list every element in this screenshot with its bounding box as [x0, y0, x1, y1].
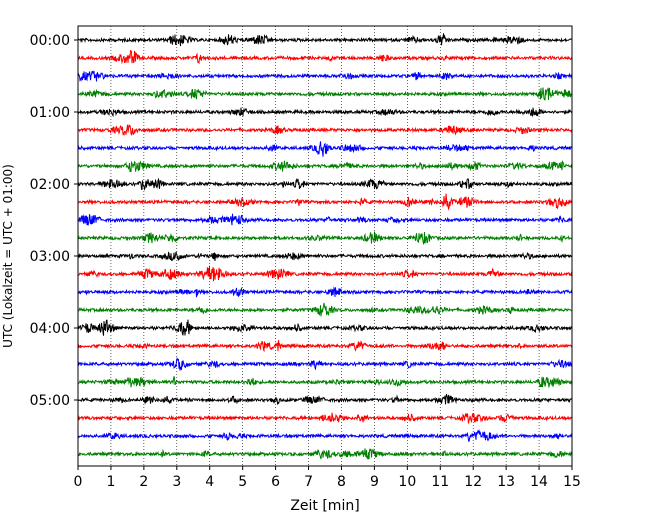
trace-line [77, 193, 573, 211]
trace-line [77, 302, 573, 317]
trace-line [77, 251, 573, 262]
x-axis-label: Zeit [min] [290, 498, 359, 514]
trace-line [77, 286, 573, 298]
trace-line [77, 429, 573, 442]
x-tick-label: 6 [271, 474, 280, 490]
trace-line [77, 319, 573, 336]
trace-line [77, 412, 573, 424]
trace-line [77, 177, 573, 191]
x-axis-ticks: 0 1 2 3 4 5 6 7 8 9 10 11 12 13 14 15 [74, 466, 581, 490]
y-tick-label: 00:00 [30, 33, 70, 49]
y-tick-label: 01:00 [30, 105, 70, 121]
trace-line [77, 357, 573, 371]
trace-line [77, 339, 573, 353]
x-tick-label: 3 [172, 474, 181, 490]
trace-line [77, 376, 573, 388]
x-tick-label: 5 [238, 474, 247, 490]
y-tick-label: 03:00 [30, 249, 70, 265]
x-tick-label: 8 [337, 474, 346, 490]
seismic-traces [77, 33, 573, 460]
trace-line [77, 265, 573, 282]
plot-frame [77, 25, 573, 467]
trace-line [77, 86, 573, 101]
x-tick-label: 7 [304, 474, 313, 490]
trace-line [77, 448, 573, 460]
y-axis-ticks: 00:00 01:00 02:00 03:00 04:00 05:00 [30, 33, 78, 409]
trace-line [77, 230, 573, 246]
trace-line [77, 159, 573, 173]
trace-line [77, 33, 573, 47]
trace-line [77, 49, 573, 65]
x-tick-label: 4 [205, 474, 214, 490]
y-tick-label: 05:00 [30, 393, 70, 409]
x-tick-label: 11 [431, 474, 449, 490]
x-tick-label: 1 [106, 474, 115, 490]
y-axis-label: UTC (Lokalzeit = UTC + 01:00) [1, 164, 15, 348]
trace-line [77, 124, 573, 137]
trace-line [77, 393, 573, 406]
x-tick-label: 14 [530, 474, 548, 490]
trace-line [77, 141, 573, 157]
y-tick-label: 02:00 [30, 177, 70, 193]
x-tick-label: 10 [398, 474, 416, 490]
y-tick-label: 04:00 [30, 321, 70, 337]
x-tick-label: 12 [464, 474, 482, 490]
vertical-grid [110, 26, 540, 466]
x-tick-label: 0 [74, 474, 83, 490]
x-tick-label: 9 [370, 474, 379, 490]
trace-line [77, 107, 573, 118]
x-tick-label: 2 [139, 474, 148, 490]
x-tick-label: 15 [563, 474, 581, 490]
trace-line [77, 213, 573, 226]
trace-line [77, 70, 573, 83]
x-tick-label: 13 [497, 474, 515, 490]
